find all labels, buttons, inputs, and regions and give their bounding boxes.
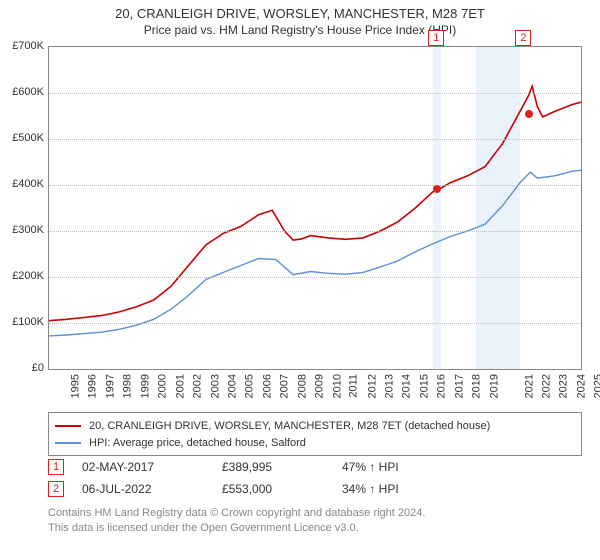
table-row: 1 02-MAY-2017 £389,995 47% ↑ HPI: [48, 456, 582, 478]
legend-swatch: [55, 425, 81, 427]
x-axis-label: 2000: [157, 374, 169, 398]
x-axis-label: 2004: [226, 374, 238, 398]
chart-marker-dot: [433, 185, 441, 193]
x-axis-label: 2002: [192, 374, 204, 398]
x-axis-label: 1996: [87, 374, 99, 398]
y-axis-label: £600K: [0, 86, 44, 98]
x-axis-label: 2010: [331, 374, 343, 398]
x-axis-label: 2008: [296, 374, 308, 398]
transactions-table: 1 02-MAY-2017 £389,995 47% ↑ HPI 2 06-JU…: [48, 456, 582, 500]
row-date: 06-JUL-2022: [82, 482, 222, 496]
legend-item: 20, CRANLEIGH DRIVE, WORSLEY, MANCHESTER…: [55, 417, 575, 434]
x-axis-label: 2007: [279, 374, 291, 398]
footer: Contains HM Land Registry data © Crown c…: [48, 506, 582, 536]
footer-line: This data is licensed under the Open Gov…: [48, 521, 582, 536]
y-axis-label: £400K: [0, 178, 44, 190]
x-axis-label: 2015: [418, 374, 430, 398]
legend-label: HPI: Average price, detached house, Salf…: [89, 437, 306, 449]
x-axis-label: 2003: [209, 374, 221, 398]
x-axis-label: 2013: [383, 374, 395, 398]
row-marker: 1: [48, 459, 64, 475]
x-axis-label: 2011: [348, 374, 360, 398]
x-axis-label: 2009: [314, 374, 326, 398]
x-axis-label: 2016: [436, 374, 448, 398]
legend-item: HPI: Average price, detached house, Salf…: [55, 434, 575, 451]
x-axis-label: 2022: [540, 374, 552, 398]
legend-label: 20, CRANLEIGH DRIVE, WORSLEY, MANCHESTER…: [89, 420, 490, 432]
legend-box: 20, CRANLEIGH DRIVE, WORSLEY, MANCHESTER…: [48, 412, 582, 456]
x-axis-label: 1998: [122, 374, 134, 398]
series-hpi: [49, 170, 581, 336]
x-axis-label: 2019: [488, 374, 500, 398]
row-date: 02-MAY-2017: [82, 460, 222, 474]
x-axis-label: 2012: [366, 374, 378, 398]
x-axis-label: 2006: [261, 374, 273, 398]
series-price_paid: [49, 86, 581, 321]
x-axis-label: 1995: [69, 374, 81, 398]
x-axis-label: 2021: [523, 374, 535, 398]
chart-svg: [49, 47, 581, 369]
x-axis-label: 2014: [401, 374, 413, 398]
y-axis-label: £100K: [0, 316, 44, 328]
chart-marker-box: 1: [428, 30, 444, 46]
x-axis-label: 2023: [558, 374, 570, 398]
row-pct: 47% ↑ HPI: [342, 460, 462, 474]
title-address: 20, CRANLEIGH DRIVE, WORSLEY, MANCHESTER…: [0, 6, 600, 21]
x-axis-label: 2001: [174, 374, 186, 398]
y-axis-label: £700K: [0, 40, 44, 52]
x-axis-label: 2005: [244, 374, 256, 398]
row-marker: 2: [48, 481, 64, 497]
chart-marker-box: 2: [515, 30, 531, 46]
x-axis-label: 1997: [104, 374, 116, 398]
x-axis-label: 2025: [593, 374, 600, 398]
x-axis-label: 1999: [139, 374, 151, 398]
y-axis-label: £500K: [0, 132, 44, 144]
row-price: £389,995: [222, 460, 342, 474]
table-row: 2 06-JUL-2022 £553,000 34% ↑ HPI: [48, 478, 582, 500]
row-price: £553,000: [222, 482, 342, 496]
row-pct: 34% ↑ HPI: [342, 482, 462, 496]
y-axis-label: £0: [0, 362, 44, 374]
x-axis-label: 2017: [453, 374, 465, 398]
y-axis-label: £200K: [0, 270, 44, 282]
footer-line: Contains HM Land Registry data © Crown c…: [48, 506, 582, 521]
legend-swatch: [55, 442, 81, 444]
title-subtitle: Price paid vs. HM Land Registry's House …: [0, 23, 600, 37]
x-axis-label: 2024: [575, 374, 587, 398]
x-axis-label: 2018: [471, 374, 483, 398]
price-chart: [48, 46, 582, 370]
chart-marker-dot: [525, 110, 533, 118]
y-axis-label: £300K: [0, 224, 44, 236]
